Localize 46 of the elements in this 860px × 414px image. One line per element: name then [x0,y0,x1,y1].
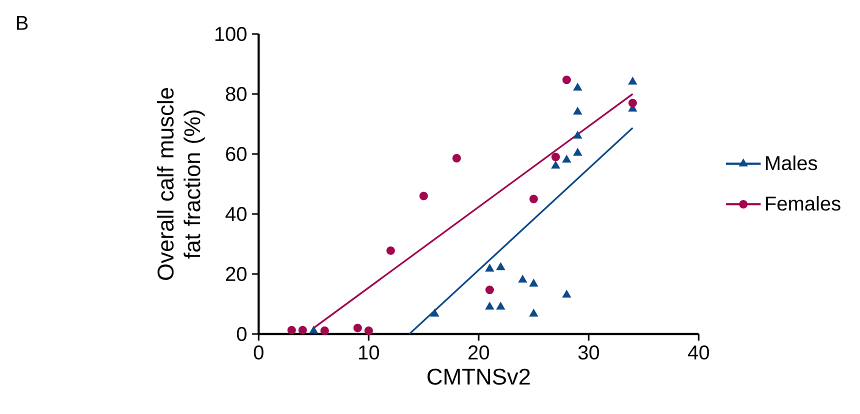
point [529,194,538,204]
point [298,326,307,334]
point [573,82,582,91]
point [419,192,428,200]
y-tick-label: 80 [226,86,246,102]
point [485,264,494,272]
point [353,324,362,332]
x-tick-label: 10 [359,345,379,360]
point [430,308,440,317]
point [309,326,318,334]
point [628,76,638,85]
point [320,326,329,335]
legend-label: Males [766,156,818,170]
y-tick-label: 60 [226,146,246,162]
point [628,98,637,108]
x-tick-label: 30 [578,345,599,360]
point [562,76,571,84]
point [573,148,582,156]
point [562,154,572,163]
x-tick-label: 40 [688,345,709,360]
y-tick-label: 40 [226,206,246,222]
point [551,152,560,162]
point [562,290,572,298]
point [551,160,560,169]
y-tick-label: 0 [236,326,246,342]
point [573,130,582,139]
y-axis-title: Overall calf muscle fat fraction (%) [156,88,205,280]
point [287,326,296,334]
point [452,154,461,162]
point [496,302,506,310]
point [518,274,528,283]
point [386,246,395,255]
point [364,326,373,335]
x-tick-label: 0 [254,345,264,360]
point [485,286,494,294]
point [496,262,506,270]
text: B [17,16,28,30]
point [529,278,538,287]
x-axis-title: CMTNSv2 [428,368,530,385]
point [573,106,582,115]
y-tick-label: 100 [215,26,246,42]
point [529,308,538,317]
x-tick-label: 20 [468,345,489,360]
legend-label: Females [766,196,840,211]
point [485,302,494,310]
y-tick-label: 20 [226,266,246,282]
